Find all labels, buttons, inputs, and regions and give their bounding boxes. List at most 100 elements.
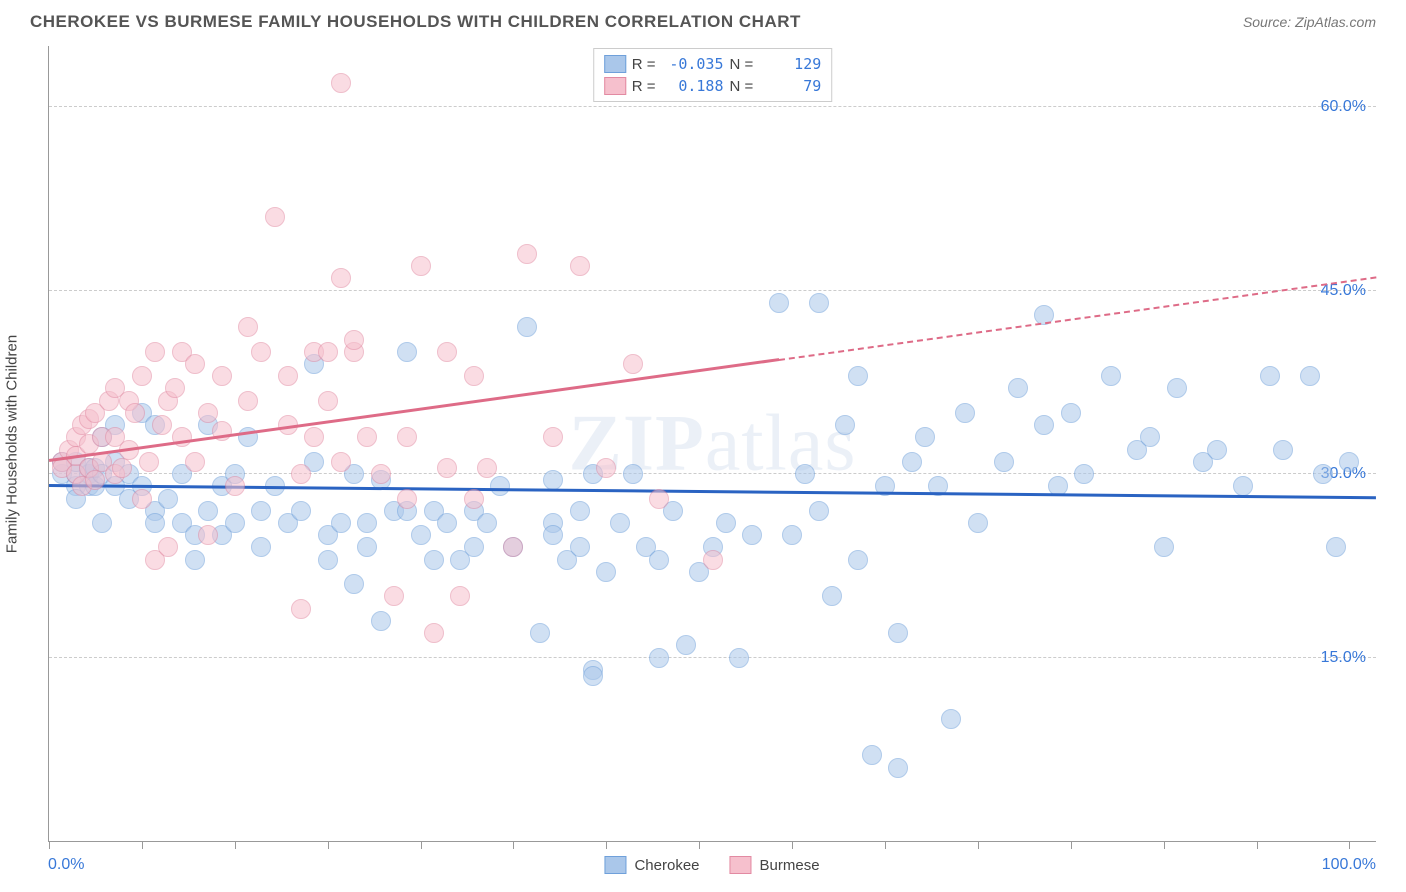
stat-label: N =	[730, 56, 754, 73]
burmese-point	[85, 470, 105, 490]
x-min-label: 0.0%	[48, 856, 84, 874]
cherokee-n-value: 129	[759, 55, 821, 73]
cherokee-point	[1233, 476, 1253, 496]
cherokee-point	[1008, 378, 1028, 398]
burmese-point	[437, 458, 457, 478]
cherokee-point	[1273, 440, 1293, 460]
cherokee-point	[716, 513, 736, 533]
burmese-point	[165, 378, 185, 398]
stats-row-burmese: R = 0.188 N = 79	[604, 75, 822, 97]
cherokee-point	[769, 293, 789, 313]
burmese-point	[185, 354, 205, 374]
cherokee-point	[424, 550, 444, 570]
cherokee-point	[331, 513, 351, 533]
cherokee-point	[437, 513, 457, 533]
burmese-point	[139, 452, 159, 472]
burmese-point	[318, 342, 338, 362]
burmese-r-value: 0.188	[662, 77, 724, 95]
cherokee-point	[371, 611, 391, 631]
x-tick	[792, 841, 793, 849]
cherokee-point	[570, 501, 590, 521]
cherokee-point	[464, 537, 484, 557]
burmese-swatch	[604, 77, 626, 95]
cherokee-point	[902, 452, 922, 472]
cherokee-point	[1061, 403, 1081, 423]
cherokee-point	[888, 623, 908, 643]
cherokee-point	[1339, 452, 1359, 472]
cherokee-point	[145, 513, 165, 533]
cherokee-point	[318, 550, 338, 570]
gridline	[49, 473, 1376, 474]
burmese-point	[278, 366, 298, 386]
burmese-point	[265, 207, 285, 227]
burmese-point	[158, 537, 178, 557]
cherokee-point	[782, 525, 802, 545]
cherokee-point	[1074, 464, 1094, 484]
cherokee-point	[968, 513, 988, 533]
burmese-point	[331, 73, 351, 93]
burmese-trendline	[49, 358, 779, 461]
gridline	[49, 290, 1376, 291]
cherokee-point	[1167, 378, 1187, 398]
burmese-point	[318, 391, 338, 411]
cherokee-point	[185, 550, 205, 570]
cherokee-point	[1034, 415, 1054, 435]
cherokee-point	[291, 501, 311, 521]
cherokee-point	[596, 562, 616, 582]
cherokee-point	[955, 403, 975, 423]
burmese-point	[238, 317, 258, 337]
x-tick	[978, 841, 979, 849]
x-tick	[699, 841, 700, 849]
y-tick-label: 15.0%	[1321, 649, 1366, 667]
cherokee-point	[994, 452, 1014, 472]
burmese-point	[424, 623, 444, 643]
cherokee-point	[742, 525, 762, 545]
burmese-swatch	[730, 856, 752, 874]
burmese-point	[185, 452, 205, 472]
cherokee-point	[1260, 366, 1280, 386]
cherokee-point	[530, 623, 550, 643]
cherokee-point	[543, 470, 563, 490]
x-tick	[1257, 841, 1258, 849]
cherokee-point	[941, 709, 961, 729]
burmese-point	[225, 476, 245, 496]
cherokee-point	[649, 550, 669, 570]
cherokee-point	[344, 574, 364, 594]
burmese-point	[503, 537, 523, 557]
cherokee-point	[251, 501, 271, 521]
x-tick	[49, 841, 50, 849]
cherokee-point	[1300, 366, 1320, 386]
burmese-point	[251, 342, 271, 362]
cherokee-point	[809, 293, 829, 313]
cherokee-point	[158, 489, 178, 509]
legend-item-cherokee: Cherokee	[604, 856, 699, 874]
cherokee-point	[198, 501, 218, 521]
x-tick	[328, 841, 329, 849]
stats-row-cherokee: R = -0.035 N = 129	[604, 53, 822, 75]
stat-label: R =	[632, 78, 656, 95]
cherokee-point	[915, 427, 935, 447]
cherokee-point	[411, 525, 431, 545]
burmese-point	[477, 458, 497, 478]
cherokee-swatch	[604, 55, 626, 73]
burmese-point	[331, 268, 351, 288]
cherokee-point	[649, 648, 669, 668]
burmese-point	[291, 464, 311, 484]
cherokee-point	[610, 513, 630, 533]
cherokee-point	[517, 317, 537, 337]
burmese-point	[331, 452, 351, 472]
gridline	[49, 106, 1376, 107]
cherokee-point	[225, 513, 245, 533]
cherokee-point	[357, 513, 377, 533]
cherokee-point	[848, 550, 868, 570]
stat-label: N =	[730, 78, 754, 95]
burmese-point	[703, 550, 723, 570]
cherokee-point	[397, 342, 417, 362]
gridline	[49, 657, 1376, 658]
burmese-point	[411, 256, 431, 276]
cherokee-point	[1101, 366, 1121, 386]
burmese-point	[517, 244, 537, 264]
cherokee-point	[835, 415, 855, 435]
burmese-point	[543, 427, 563, 447]
burmese-point	[238, 391, 258, 411]
